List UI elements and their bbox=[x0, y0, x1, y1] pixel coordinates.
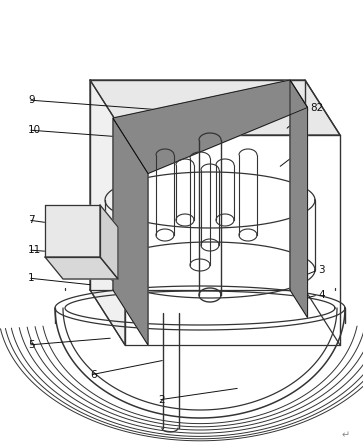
Polygon shape bbox=[45, 205, 100, 257]
Text: 2: 2 bbox=[158, 395, 165, 405]
Text: 10: 10 bbox=[28, 125, 41, 135]
Polygon shape bbox=[45, 257, 118, 279]
Text: 7: 7 bbox=[28, 215, 34, 225]
Text: ↵: ↵ bbox=[342, 430, 350, 440]
Text: 9: 9 bbox=[28, 95, 34, 105]
Text: 83: 83 bbox=[295, 150, 308, 160]
Polygon shape bbox=[290, 80, 307, 317]
Text: 11: 11 bbox=[28, 245, 41, 255]
Text: 4: 4 bbox=[318, 290, 325, 300]
Text: 3: 3 bbox=[318, 265, 325, 275]
Text: 6: 6 bbox=[90, 370, 97, 380]
Text: 1: 1 bbox=[28, 273, 34, 283]
Text: 5: 5 bbox=[28, 340, 34, 350]
Polygon shape bbox=[100, 205, 118, 279]
Polygon shape bbox=[113, 118, 148, 345]
Text: 82: 82 bbox=[310, 103, 323, 113]
Polygon shape bbox=[90, 80, 125, 345]
Polygon shape bbox=[113, 80, 307, 173]
Polygon shape bbox=[90, 80, 340, 135]
